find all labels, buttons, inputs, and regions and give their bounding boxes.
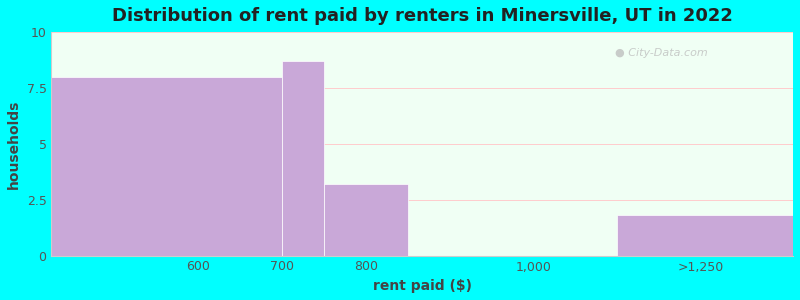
Text: ● City-Data.com: ● City-Data.com xyxy=(615,48,708,58)
Title: Distribution of rent paid by renters in Minersville, UT in 2022: Distribution of rent paid by renters in … xyxy=(112,7,733,25)
Y-axis label: households: households xyxy=(7,99,21,188)
Bar xyxy=(282,61,324,256)
X-axis label: rent paid ($): rent paid ($) xyxy=(373,279,472,293)
Bar xyxy=(51,77,282,256)
Bar xyxy=(324,184,407,256)
Bar xyxy=(617,215,793,256)
